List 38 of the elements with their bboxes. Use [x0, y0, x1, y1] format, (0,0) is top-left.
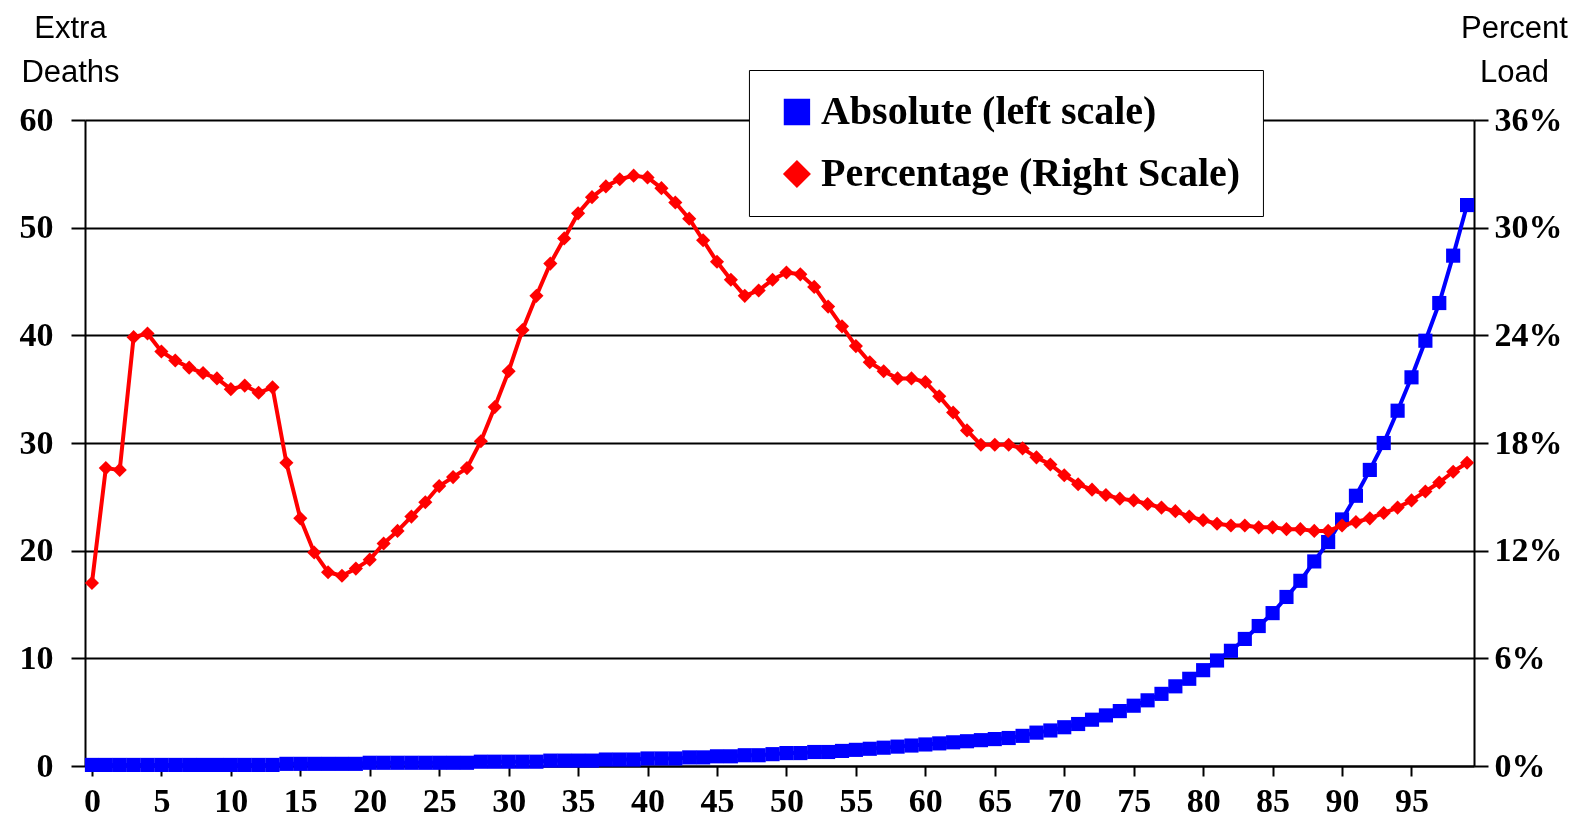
y-tick-label: 40: [19, 315, 54, 353]
x-tick-label: 20: [353, 781, 388, 819]
x-tick-label: 80: [1186, 781, 1221, 819]
y-tick-label: 50: [19, 208, 54, 246]
y-tick-label: 10: [19, 638, 54, 676]
x-tick-label: 85: [1256, 781, 1291, 819]
y2-tick-label: 12%: [1494, 531, 1563, 569]
x-tick-label: 15: [283, 781, 318, 819]
x-tick-label: 0: [83, 781, 101, 819]
legend-label: Absolute (left scale): [820, 88, 1157, 133]
x-tick-label: 75: [1117, 781, 1152, 819]
x-tick-label: 30: [492, 781, 527, 819]
x-tick-label: 95: [1394, 781, 1429, 819]
y-axis-title: Extra Deaths: [21, 9, 120, 89]
legend-label: Percentage (Right Scale): [820, 150, 1241, 195]
y2-tick-label: 24%: [1494, 315, 1563, 353]
x-tick-label: 45: [700, 781, 735, 819]
y2-axis-title: Percent Load: [1461, 9, 1569, 89]
x-tick-label: 70: [1047, 781, 1082, 819]
x-tick-label: 60: [908, 781, 943, 819]
x-tick-label: 55: [839, 781, 874, 819]
y-tick-label: 0: [36, 746, 54, 784]
x-tick-label: 90: [1325, 781, 1360, 819]
y2-tick-label: 30%: [1494, 208, 1563, 246]
y2-tick-label: 0%: [1494, 746, 1546, 784]
y2-tick-label: 18%: [1494, 423, 1563, 461]
x-tick-label: 40: [631, 781, 666, 819]
x-tick-label: 50: [769, 781, 804, 819]
y-tick-label: 30: [19, 423, 54, 461]
x-tick-label: 10: [214, 781, 249, 819]
x-tick-label: 65: [978, 781, 1013, 819]
y2-tick-label: 6%: [1494, 638, 1546, 676]
y-tick-label: 20: [19, 531, 54, 569]
x-tick-label: 25: [422, 781, 457, 819]
x-tick-label: 35: [561, 781, 596, 819]
y2-tick-label: 36%: [1494, 100, 1563, 138]
y-tick-label: 60: [19, 100, 54, 138]
x-tick-label: 5: [153, 781, 171, 819]
